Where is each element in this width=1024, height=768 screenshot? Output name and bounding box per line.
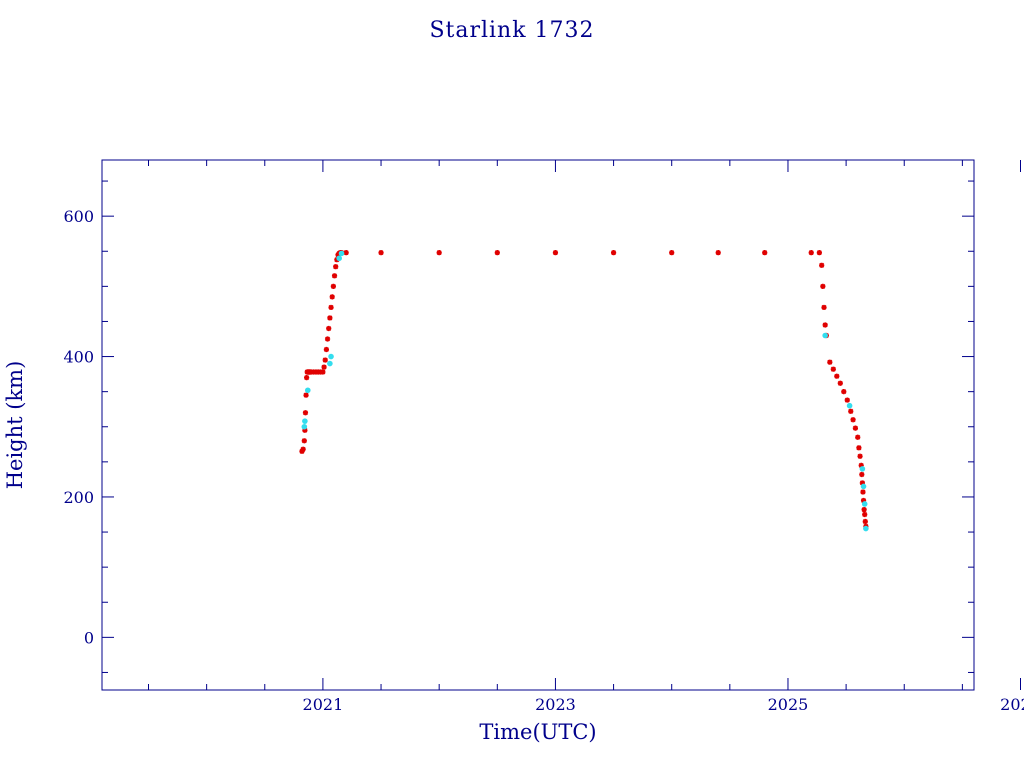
data-point [327, 360, 333, 367]
data-point [302, 427, 308, 433]
data-point [669, 250, 675, 256]
data-point [330, 283, 336, 289]
data-point [331, 273, 338, 279]
data-point [861, 501, 868, 507]
data-point [830, 366, 836, 372]
x-axis-ticks [148, 160, 1022, 690]
data-point [856, 445, 862, 451]
data-point [841, 389, 847, 395]
data-point [861, 506, 867, 513]
data-point [301, 438, 307, 444]
data-point [844, 397, 850, 403]
y-axis-ticks [102, 180, 974, 673]
data-point [860, 483, 867, 490]
chart-title: Starlink 1732 [429, 18, 594, 43]
x-tick-label: 2023 [535, 695, 576, 714]
x-tick-label: 2025 [768, 695, 809, 714]
data-point [860, 489, 866, 495]
data-point [859, 480, 865, 486]
data-point [304, 375, 310, 381]
data-point [323, 346, 329, 353]
data-point [320, 369, 326, 375]
data-point [857, 453, 863, 459]
plot-frame [101, 159, 975, 691]
data-point [324, 336, 331, 342]
data-point [338, 250, 345, 257]
data-point [327, 315, 333, 321]
data-point [302, 418, 308, 424]
data-point [863, 525, 869, 532]
data-point [850, 417, 856, 423]
x-axis-label: Time(UTC) [479, 720, 596, 744]
data-point [860, 497, 867, 504]
data-point [848, 408, 854, 414]
data-point [328, 304, 334, 311]
y-axis-tick-labels: 0 200 400 600 [63, 207, 94, 647]
data-point [859, 471, 865, 478]
x-tick-label: 2027 [1000, 695, 1024, 714]
data-point [302, 410, 309, 416]
data-point [846, 402, 853, 409]
data-point [333, 264, 339, 270]
y-tick-label: 400 [63, 348, 94, 367]
data-point [822, 332, 828, 339]
data-point [343, 250, 349, 256]
y-tick-label: 600 [63, 207, 94, 226]
data-points [299, 250, 869, 532]
x-tick-label: 2021 [303, 695, 344, 714]
data-point [328, 353, 334, 360]
data-point [329, 294, 335, 300]
data-point [816, 250, 822, 256]
data-point [862, 511, 868, 518]
data-point [436, 250, 442, 256]
data-point [494, 250, 500, 256]
data-point [301, 423, 308, 430]
data-point [326, 325, 332, 332]
data-point [822, 322, 828, 328]
data-point [859, 466, 866, 472]
data-point [862, 518, 868, 525]
data-point [820, 283, 826, 289]
data-point [819, 262, 825, 268]
y-tick-label: 0 [84, 628, 94, 647]
x-axis-tick-labels: 2021 2023 2025 2027 [303, 695, 1024, 714]
series-0 [299, 250, 869, 530]
data-point [322, 357, 328, 363]
data-point [855, 434, 861, 440]
data-point [321, 364, 327, 370]
data-point [834, 373, 840, 379]
data-point [715, 250, 721, 256]
data-point [837, 380, 843, 386]
data-point [610, 250, 617, 256]
data-point [808, 250, 814, 256]
data-point [304, 387, 311, 394]
data-point [552, 250, 559, 256]
data-point [378, 250, 384, 256]
series-1 [301, 250, 869, 532]
data-point [762, 250, 768, 256]
data-point [336, 255, 342, 262]
data-point [821, 304, 827, 311]
y-axis-label: Height (km) [3, 361, 27, 490]
data-point [858, 462, 864, 468]
y-tick-label: 200 [63, 488, 94, 507]
data-point [852, 425, 859, 431]
data-point [303, 392, 309, 398]
data-point [827, 359, 833, 365]
data-point [300, 446, 306, 452]
